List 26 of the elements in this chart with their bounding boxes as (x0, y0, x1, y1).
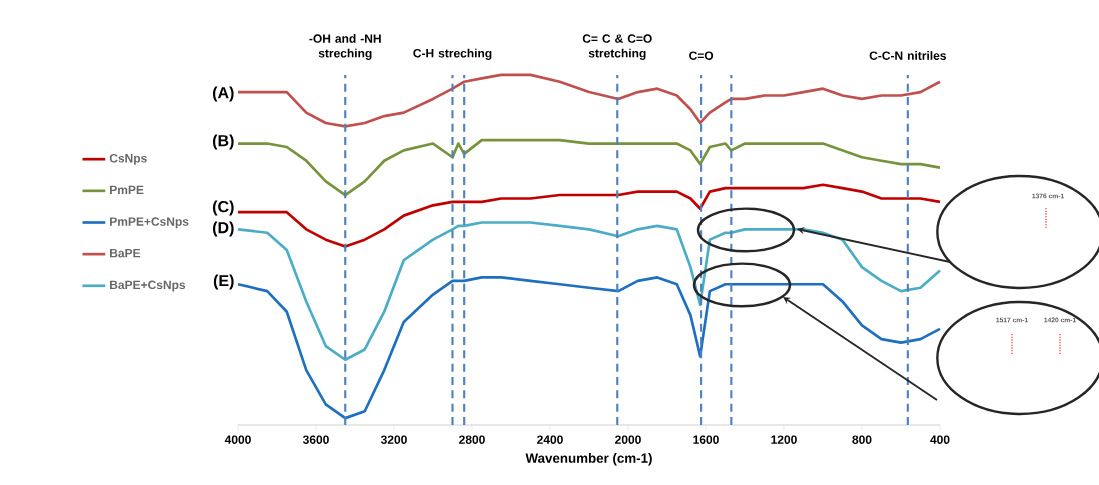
ref-line-label: C-C-N nitriles (869, 51, 946, 60)
text: (A) (213, 86, 234, 102)
legend-label: PmPE+CsNps (110, 217, 189, 229)
x-tick-label: 1600 (693, 435, 719, 444)
text: (C) (213, 200, 234, 216)
text: (E) (213, 274, 234, 290)
legend-label: CsNps (109, 154, 147, 165)
ref-line-label: C= C & C=O stretching (582, 34, 652, 60)
x-tick-label: 2000 (615, 435, 641, 444)
ref-line-label: -OH and -NH streching (309, 33, 381, 60)
legend-label: BaPE+CsNps (110, 280, 186, 292)
legend-label: BaPE (110, 249, 141, 258)
x-tick-label: 4000 (224, 435, 251, 444)
x-tick-label: 2400 (537, 435, 563, 444)
x-axis-title: Wavenumber (cm-1) (525, 453, 652, 466)
legend-label: PmPE (110, 185, 144, 194)
x-tick-label: 800 (852, 435, 872, 444)
x-tick-label: 3200 (380, 435, 407, 444)
text: (D) (213, 221, 234, 237)
text: (B) (213, 134, 234, 150)
x-tick-label: 2800 (459, 435, 485, 444)
x-tick-label: 1200 (771, 435, 797, 444)
ref-line-label: C-H streching (413, 48, 492, 60)
ref-line-label: C=O (689, 51, 714, 60)
x-tick-label: 400 (930, 435, 950, 444)
x-tick-label: 3600 (302, 435, 329, 444)
